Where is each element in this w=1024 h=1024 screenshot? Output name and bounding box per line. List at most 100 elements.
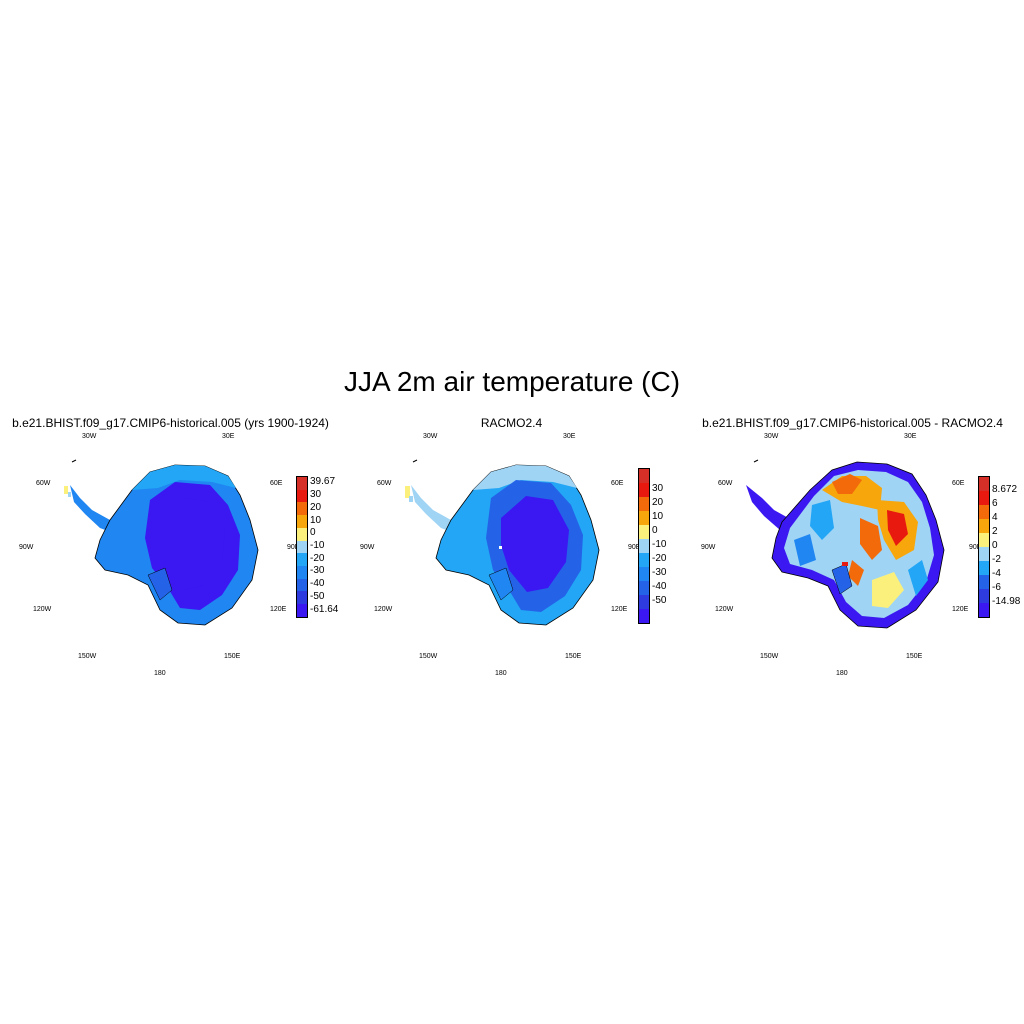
panel-title: b.e21.BHIST.f09_g17.CMIP6-historical.005…	[12, 416, 329, 430]
colorbar-segment	[297, 527, 307, 541]
colorbar	[296, 476, 308, 618]
colorbar-segment	[639, 511, 649, 525]
colorbar-segment	[297, 477, 307, 490]
panel-title: RACMO2.4	[480, 416, 543, 430]
colorbar-label: 10	[310, 514, 322, 526]
colorbar-segment	[979, 547, 989, 561]
colorbar-label: -30	[652, 567, 667, 578]
colorbar-segment	[979, 491, 989, 505]
colorbar-segment	[639, 581, 649, 595]
panel-difference: b.e21.BHIST.f09_g17.CMIP6-historical.005…	[682, 410, 1023, 680]
lon-label-150e: 150E	[906, 653, 923, 660]
figure-title: JJA 2m air temperature (C)	[343, 366, 681, 397]
lon-label-60e: 60E	[611, 480, 624, 487]
colorbar-segment	[639, 525, 649, 539]
colorbar-label: -40	[310, 578, 325, 590]
colorbar-label: 6	[992, 498, 998, 509]
lon-label-150w: 150W	[78, 653, 97, 660]
lon-label-150e: 150E	[565, 653, 582, 660]
colorbar	[978, 476, 990, 618]
colorbar-label: 4	[992, 512, 998, 523]
colorbar-segment	[639, 469, 649, 483]
lon-label-60w: 60W	[718, 480, 733, 487]
lon-label-30w: 30W	[423, 433, 438, 440]
lon-label-60w: 60W	[377, 480, 392, 487]
lon-label-90w: 90W	[360, 544, 375, 551]
lon-label-120e: 120E	[611, 606, 628, 613]
lon-label-120w: 120W	[33, 606, 52, 613]
antarctica-map	[405, 459, 600, 626]
colorbar-segment	[639, 497, 649, 511]
colorbar-label: -20	[310, 552, 325, 564]
colorbar-label: 30	[310, 489, 322, 501]
colorbar-label: 20	[310, 501, 322, 513]
lon-label-90e: 90E	[628, 544, 641, 551]
lon-label-150w: 150W	[419, 653, 438, 660]
colorbar-segment	[639, 567, 649, 581]
panel-racmo: RACMO2.4 30W 30E 60W 60E 90W 90E 120W 12…	[341, 410, 682, 680]
colorbar-segment	[639, 483, 649, 497]
antarctica-map	[746, 459, 945, 629]
colorbar-segment	[639, 539, 649, 553]
colorbar-label: 39.67	[310, 476, 336, 488]
lon-label-30e: 30E	[222, 433, 235, 440]
lon-label-30e: 30E	[904, 433, 917, 440]
lon-label-180: 180	[836, 670, 848, 677]
colorbar-segment	[297, 489, 307, 503]
colorbar-segment	[639, 553, 649, 567]
panel-title: b.e21.BHIST.f09_g17.CMIP6-historical.005…	[702, 416, 1003, 430]
colorbar-segment	[297, 515, 307, 528]
colorbar-label: -61.64	[310, 603, 339, 615]
lon-label-30w: 30W	[82, 433, 97, 440]
colorbar-label: 2	[992, 526, 998, 537]
lon-label-30w: 30W	[764, 433, 779, 440]
colorbar-label: -6	[992, 582, 1001, 593]
colorbar-label: 10	[652, 511, 664, 522]
colorbar-segment	[297, 566, 307, 579]
colorbar-segment	[297, 604, 307, 617]
lon-label-90w: 90W	[701, 544, 716, 551]
lon-label-120e: 120E	[270, 606, 287, 613]
colorbar-segment	[297, 553, 307, 567]
lon-label-60e: 60E	[952, 480, 965, 487]
colorbar-label: -10	[652, 539, 667, 550]
colorbar-label: -10	[310, 540, 325, 551]
colorbar-segment	[297, 578, 307, 592]
panel-model: b.e21.BHIST.f09_g17.CMIP6-historical.005…	[0, 410, 341, 680]
colorbar-segment	[297, 502, 307, 516]
colorbar-label: -4	[992, 568, 1001, 579]
lon-label-60e: 60E	[270, 480, 283, 487]
colorbar-segment	[979, 589, 989, 603]
lon-label-180: 180	[495, 670, 507, 677]
lon-label-60w: 60W	[36, 480, 51, 487]
colorbar-label: -40	[652, 581, 667, 592]
colorbar-segment	[979, 519, 989, 533]
antarctica-map	[64, 459, 259, 626]
lon-label-90e: 90E	[287, 544, 300, 551]
colorbar-label: 0	[992, 540, 998, 551]
colorbar-label: 20	[652, 497, 664, 508]
lon-label-120w: 120W	[374, 606, 393, 613]
colorbar-segment	[297, 591, 307, 605]
colorbar-label: -20	[652, 553, 667, 564]
colorbar-segment	[639, 609, 649, 623]
lon-label-120w: 120W	[715, 606, 734, 613]
colorbar-segment	[639, 595, 649, 609]
colorbar-label: -50	[652, 595, 667, 606]
lon-label-150e: 150E	[224, 653, 241, 660]
colorbar-label: -14.98	[992, 596, 1021, 607]
colorbar-segment	[979, 575, 989, 589]
lon-label-90w: 90W	[19, 544, 34, 551]
colorbar-label: -30	[310, 565, 325, 577]
lon-label-120e: 120E	[952, 606, 969, 613]
colorbar-segment	[979, 561, 989, 575]
colorbar-label: 30	[652, 483, 664, 494]
lon-label-150w: 150W	[760, 653, 779, 660]
colorbar-label: -50	[310, 590, 325, 602]
colorbar-segment	[979, 505, 989, 519]
colorbar-label: -2	[992, 554, 1001, 565]
colorbar-label: 8.672	[992, 484, 1018, 495]
colorbar-segment	[979, 477, 989, 491]
colorbar-label: 0	[652, 525, 658, 536]
lon-label-90e: 90E	[969, 544, 982, 551]
